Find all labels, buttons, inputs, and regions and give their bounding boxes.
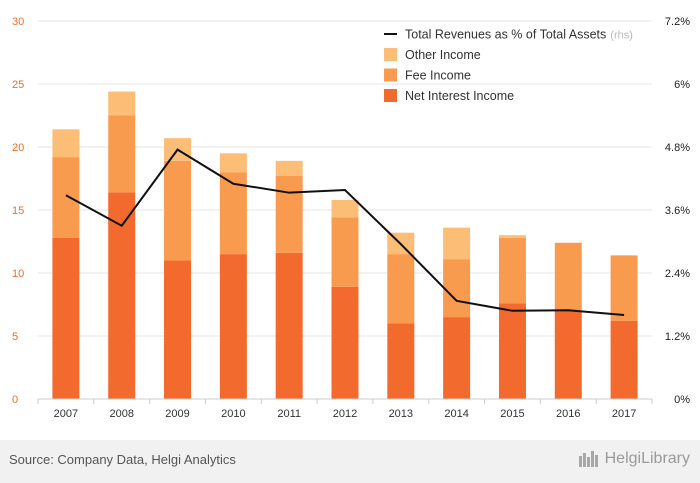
bar-other-income-2014 bbox=[443, 227, 471, 260]
brand-logo: HelgiLibrary bbox=[578, 450, 690, 468]
x-tick-label: 2009 bbox=[165, 408, 189, 420]
y-left-tick-label: 10 bbox=[12, 268, 24, 280]
y-left-tick-label: 5 bbox=[12, 331, 18, 343]
x-tick-label: 2007 bbox=[54, 408, 78, 420]
bar-net-interest-income-2015 bbox=[498, 303, 526, 399]
brand-name: HelgiLibrary bbox=[604, 450, 690, 467]
legend-label: Total Revenues as % of Total Assets bbox=[405, 28, 606, 42]
x-tick-label: 2011 bbox=[277, 408, 301, 420]
bar-net-interest-income-2013 bbox=[387, 323, 415, 399]
bar-net-interest-income-2017 bbox=[610, 320, 638, 399]
bar-fee-income-2013 bbox=[387, 254, 415, 324]
legend-swatch bbox=[384, 89, 397, 102]
bar-other-income-2008 bbox=[108, 91, 136, 116]
bar-fee-income-2014 bbox=[443, 259, 471, 318]
x-tick-label: 2008 bbox=[109, 408, 133, 420]
bar-other-income-2012 bbox=[331, 199, 359, 218]
bar-other-income-2010 bbox=[219, 153, 247, 173]
legend-rhs-label: (rhs) bbox=[610, 30, 633, 42]
bar-fee-income-2012 bbox=[331, 217, 359, 287]
y-right-tick-label: 1.2% bbox=[665, 331, 690, 343]
y-left-tick-label: 25 bbox=[12, 79, 24, 91]
stacked-bar-chart: 0 0% 5 1.2% 10 2.4% 15 3.6% 20 4.8% 25 6% 30 7.2% 2007… bbox=[12, 16, 690, 420]
bar-net-interest-income-2010 bbox=[219, 254, 247, 399]
bar-fee-income-2007 bbox=[52, 157, 80, 238]
legend-swatch bbox=[384, 68, 397, 82]
bar-other-income-2015 bbox=[498, 235, 526, 238]
y-left-tick-label: 0 bbox=[12, 394, 18, 406]
y-right-tick-label: 0% bbox=[674, 394, 690, 406]
source-text: Source: Company Data, Helgi Analytics bbox=[9, 452, 236, 467]
bar-net-interest-income-2014 bbox=[443, 317, 471, 399]
bar-fee-income-2016 bbox=[554, 242, 582, 311]
bar-net-interest-income-2008 bbox=[108, 192, 136, 399]
bar-fee-income-2008 bbox=[108, 115, 136, 193]
x-tick-label: 2017 bbox=[612, 408, 636, 420]
legend-item-line: Total Revenues as % of Total Assets (rhs) bbox=[384, 28, 633, 42]
y-right-tick-label: 6% bbox=[674, 79, 690, 91]
bar-fee-income-2009 bbox=[164, 160, 192, 261]
y-left-tick-label: 15 bbox=[12, 205, 24, 217]
library-icon bbox=[578, 451, 598, 467]
legend-label: Other Income bbox=[405, 48, 481, 62]
bar-fee-income-2015 bbox=[498, 237, 526, 304]
x-tick-label: 2012 bbox=[333, 408, 357, 420]
y-right-tick-label: 4.8% bbox=[665, 142, 690, 154]
bar-other-income-2011 bbox=[275, 160, 303, 176]
y-right-tick-label: 3.6% bbox=[665, 205, 690, 217]
x-tick-label: 2016 bbox=[556, 408, 580, 420]
legend-label: Net Interest Income bbox=[405, 89, 514, 103]
x-tick-label: 2015 bbox=[500, 408, 524, 420]
legend-label: Fee Income bbox=[405, 69, 471, 83]
legend-item-fee-income: Fee Income bbox=[384, 68, 471, 83]
bar-net-interest-income-2016 bbox=[554, 310, 582, 399]
legend-swatch bbox=[384, 48, 397, 61]
axes: 0 0% 5 1.2% 10 2.4% 15 3.6% 20 4.8% 25 6% 30 7.2% 2007… bbox=[12, 16, 690, 420]
bar-fee-income-2017 bbox=[610, 255, 638, 321]
bar-net-interest-income-2012 bbox=[331, 286, 359, 399]
legend-item-other-income: Other Income bbox=[384, 48, 481, 62]
y-right-tick-label: 7.2% bbox=[665, 16, 690, 28]
legend: Total Revenues as % of Total Assets (rhs)… bbox=[384, 28, 633, 103]
bar-net-interest-income-2009 bbox=[164, 260, 192, 399]
legend-item-net-interest-income: Net Interest Income bbox=[384, 89, 514, 103]
footer: Source: Company Data, Helgi Analytics He… bbox=[0, 440, 700, 483]
y-left-tick-label: 20 bbox=[12, 142, 24, 154]
bar-net-interest-income-2011 bbox=[275, 252, 303, 399]
x-tick-label: 2013 bbox=[389, 408, 413, 420]
bar-net-interest-income-2007 bbox=[52, 237, 80, 399]
y-right-tick-label: 2.4% bbox=[665, 268, 690, 280]
x-tick-label: 2014 bbox=[444, 408, 468, 420]
x-tick-label: 2010 bbox=[221, 408, 245, 420]
bar-series bbox=[52, 91, 638, 399]
line-series bbox=[65, 148, 625, 316]
bar-other-income-2007 bbox=[52, 129, 80, 158]
bar-fee-income-2011 bbox=[275, 175, 303, 253]
y-left-tick-label: 30 bbox=[12, 16, 24, 28]
